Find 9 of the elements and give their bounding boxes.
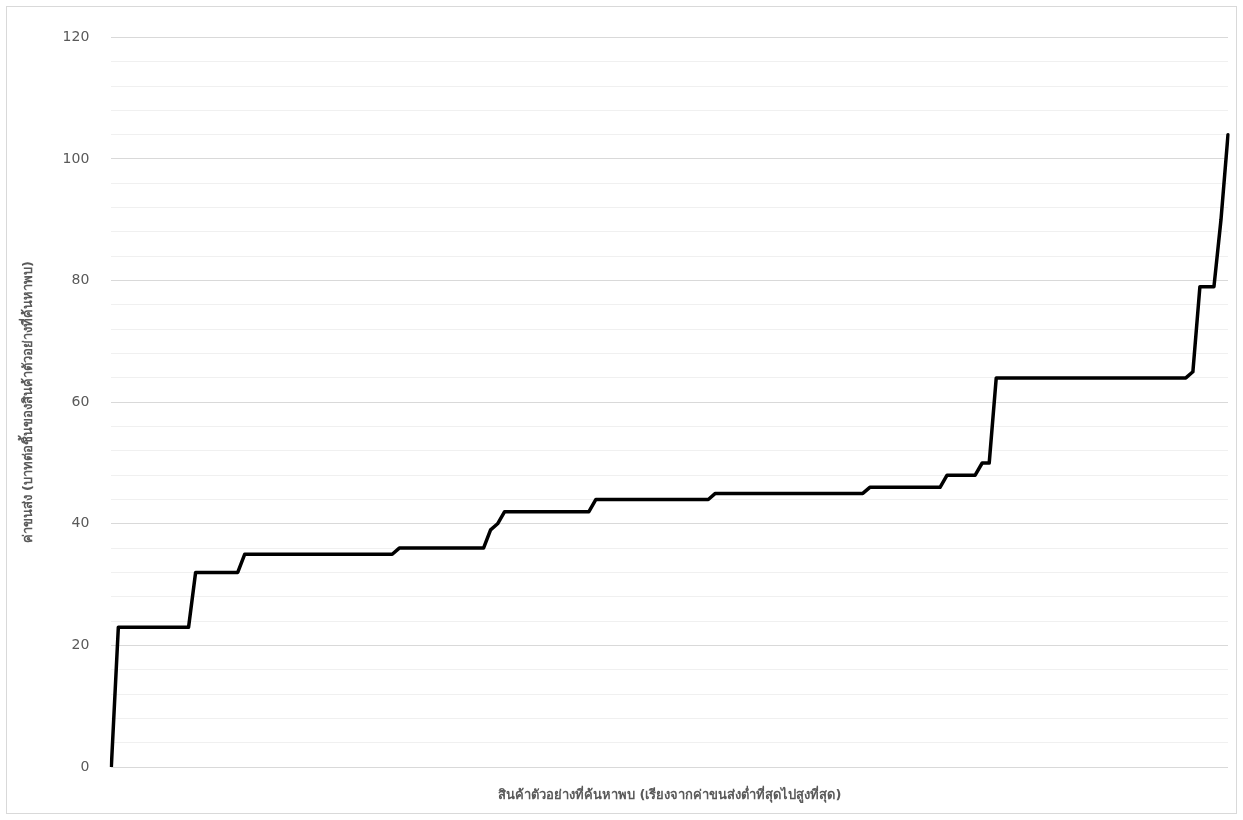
y-tick-label: 20: [71, 636, 90, 653]
y-tick-label: 40: [71, 514, 90, 531]
y-tick-label: 100: [62, 149, 90, 166]
y-tick-label: 0: [80, 757, 90, 774]
y-tick-label: 60: [71, 392, 90, 409]
y-axis-title: ค่าขนส่ง (บาทต่อชิ้นของสินค้าตัวอย่างที่ค้นหาพบ): [17, 260, 36, 544]
y-tick-label: 80: [71, 271, 90, 288]
x-axis-title: สินค้าตัวอย่างที่ค้นหาพบ (เรียงจากค่าขนส่งต่ำที่สุดไปสูงที่สุด): [497, 784, 842, 803]
y-tick-label: 120: [62, 28, 90, 45]
